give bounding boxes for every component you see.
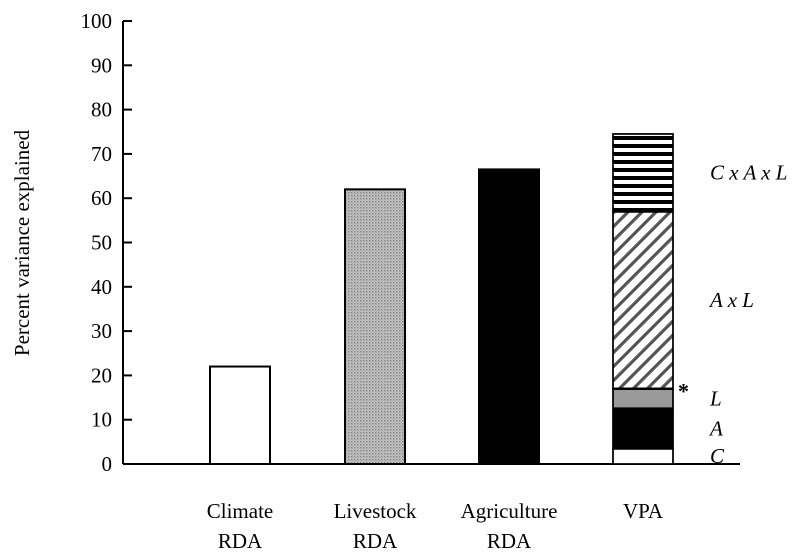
bar-segment: [612, 447, 674, 465]
y-tick-label: 50: [91, 231, 112, 255]
segment-label: L: [709, 387, 722, 411]
y-axis-title: Percent variance explained: [10, 129, 34, 356]
y-tick-label: 0: [102, 452, 113, 476]
y-tick-label: 20: [91, 363, 112, 387]
y-tick-label: 40: [91, 275, 112, 299]
bars: [209, 133, 674, 466]
y-tick-label: 70: [91, 142, 112, 166]
y-tick-label: 60: [91, 186, 112, 210]
bar: [478, 168, 540, 465]
bar-segment: [612, 210, 674, 390]
y-tick-label: 80: [91, 98, 112, 122]
axes: 0 10 20 30 40 50 60 70 80 90 100: [81, 9, 740, 476]
bar-segment: [612, 387, 674, 410]
x-category-label: VPA: [623, 499, 664, 523]
segment-label: C: [710, 444, 725, 468]
segment-label: C x A x L: [710, 161, 787, 185]
y-tick-label: 30: [91, 319, 112, 343]
significance-marker: *: [678, 379, 689, 404]
x-category-label: RDA: [487, 529, 532, 553]
y-tick-label: 10: [91, 408, 112, 432]
x-category-label: RDA: [353, 529, 398, 553]
segment-label: A: [708, 417, 723, 441]
bar-outline: [612, 133, 674, 465]
x-category-label: RDA: [218, 529, 263, 553]
labels: Climate RDA Livestock RDA Agriculture RDA CAL A…: [207, 161, 788, 553]
bar-segment: [612, 133, 674, 213]
bar: [209, 365, 271, 466]
segment-label: A x L: [708, 288, 754, 312]
y-tick-label: 100: [81, 9, 113, 33]
bar: [344, 188, 406, 465]
bar-segment: [612, 407, 674, 450]
y-tick-label: 90: [91, 53, 112, 77]
x-category-label: Livestock: [334, 499, 417, 523]
x-category-label: Agriculture: [461, 499, 558, 523]
x-category-label: Climate: [207, 499, 274, 523]
